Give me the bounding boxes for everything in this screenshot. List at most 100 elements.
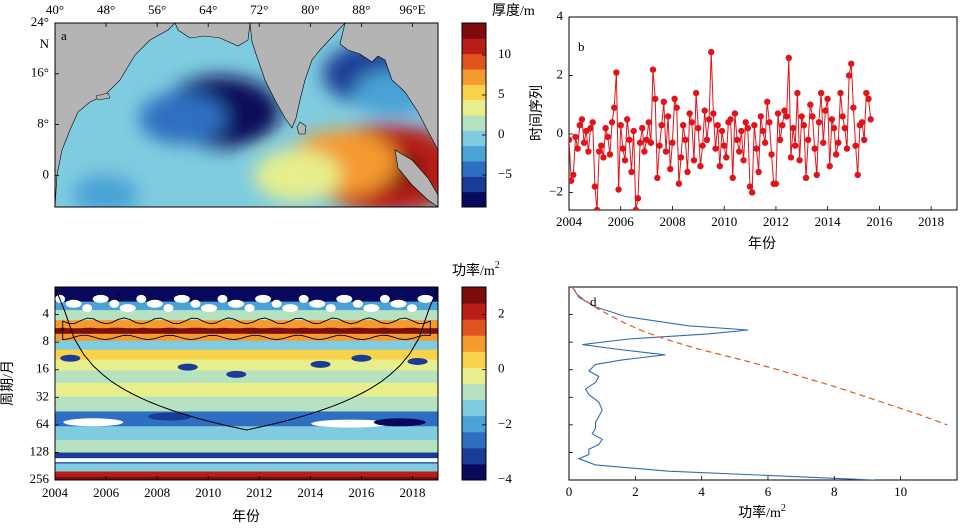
panel-a-ytick-label: 24° (31, 14, 49, 29)
colorbar-swatch (462, 319, 486, 336)
series-point (619, 145, 627, 152)
power-patch-high (293, 327, 314, 334)
power-patch-low (119, 304, 136, 313)
series-point (606, 151, 614, 158)
series-point (634, 195, 642, 202)
power-patch-low (417, 294, 434, 303)
series-point (589, 119, 596, 126)
panel-c-xtick-label: 2018 (399, 485, 425, 500)
power-patch-low (146, 299, 163, 308)
series-point (647, 139, 655, 146)
power-patch-low (92, 294, 109, 303)
panel-d-frame (568, 286, 958, 481)
series-point (757, 113, 764, 120)
panel-b-xtick-label: 2004 (556, 214, 583, 229)
panel-a-letter: a (61, 28, 67, 43)
panel-a-xtick-label: 88° (352, 2, 370, 17)
series-point (807, 101, 814, 108)
panel-b-ytick-label: 0 (557, 125, 564, 140)
power-patch-high (156, 327, 183, 334)
series-point (710, 110, 717, 117)
series-point (654, 174, 661, 182)
series-point (772, 180, 780, 187)
series-point (690, 157, 698, 164)
power-patch-high (398, 327, 425, 334)
series-point (677, 154, 685, 161)
series-point (656, 142, 663, 149)
series-point (723, 154, 730, 161)
power-patch-low (282, 304, 299, 313)
power-patch-low (177, 363, 198, 371)
panel-d-xlabel: 功率/m2 (738, 503, 786, 521)
panel-a-colorbar-ticks: 10 5 0 −5 (482, 46, 512, 181)
power-patch-low (173, 294, 190, 303)
series-point (660, 98, 668, 106)
panel-a-axis-ticks: 40° 48° 56° 64° 72° 80° 88° 96°E 24° N 16° 8° 0 (31, 2, 426, 181)
power-patch-high (261, 327, 294, 334)
panel-b-ytick-label: 4 (557, 8, 564, 23)
panel-a-ytick-label: 0 (43, 166, 50, 181)
colorbar-swatch (462, 383, 486, 401)
series-point (697, 162, 704, 170)
power-patch-low (217, 294, 228, 303)
power-patch-low (147, 412, 192, 421)
colorbar-swatch (462, 415, 486, 433)
series-point (776, 136, 784, 144)
power-patch-low (228, 299, 245, 308)
series-point (574, 145, 581, 152)
series-point (649, 66, 657, 73)
power-patch-low (310, 360, 331, 368)
panel-c-ytick-label: 64 (36, 416, 50, 431)
power-band (55, 349, 438, 361)
colorbar-tick-label: 5 (498, 86, 505, 101)
panel-b-xtick-label: 2006 (608, 214, 635, 229)
panel-c-xtick-label: 2014 (297, 485, 324, 500)
land-bangladesh-myanmar (339, 23, 438, 151)
colorbar-swatch (462, 176, 486, 193)
panel-d-global-spectrum: 0 2 4 6 8 10 d 功率/m2 (566, 286, 958, 521)
series-point (628, 168, 635, 176)
power-patch-high (100, 327, 133, 334)
series-point (645, 119, 652, 126)
series-point (695, 124, 702, 132)
panel-d-spectrum-line (571, 287, 875, 480)
panel-c-power-patches (55, 294, 438, 463)
panel-c-axis-ticks: 2004 2006 2008 2010 2012 2014 2016 2018 4 8 16 32 64… (30, 306, 426, 500)
power-patch-low (390, 299, 407, 308)
series-point (662, 148, 670, 155)
panel-c-xtick-label: 2004 (42, 485, 69, 500)
series-point (669, 139, 676, 146)
series-point (667, 165, 674, 173)
series-point (742, 119, 749, 126)
power-patch-low (373, 418, 426, 427)
anomaly-blob (72, 174, 140, 207)
power-band (55, 396, 438, 413)
panel-a-ytick-label: 16° (31, 65, 49, 80)
series-point (684, 168, 691, 176)
panel-a-map: 40° 48° 56° 64° 72° 80° 88° 96°E 24° N 16° 8° 0 a (31, 2, 439, 208)
colorbar-swatch (462, 69, 486, 85)
series-point (845, 72, 853, 79)
panel-a-frame (54, 22, 439, 208)
series-point (759, 127, 767, 135)
panel-c-colorbar: 功率/m2 20−2−4 (452, 260, 512, 486)
panel-b-xlabel: 年份 (748, 236, 776, 252)
power-band (55, 426, 438, 441)
series-point (809, 113, 816, 120)
power-patch-high (237, 327, 264, 334)
series-point (673, 104, 680, 111)
series-point (639, 124, 646, 132)
power-patch-low (109, 299, 120, 308)
series-point (731, 110, 739, 117)
series-point (602, 124, 609, 132)
series-point (733, 136, 741, 144)
series-point (863, 89, 870, 97)
panel-c-xtick-label: 2016 (348, 485, 375, 500)
power-patch-low (311, 419, 392, 428)
power-patch-low (352, 299, 363, 308)
panel-c-xtick-label: 2010 (195, 485, 221, 500)
power-band (55, 340, 438, 351)
series-point (705, 116, 713, 123)
series-point (792, 142, 799, 149)
power-patch-low (55, 458, 438, 463)
